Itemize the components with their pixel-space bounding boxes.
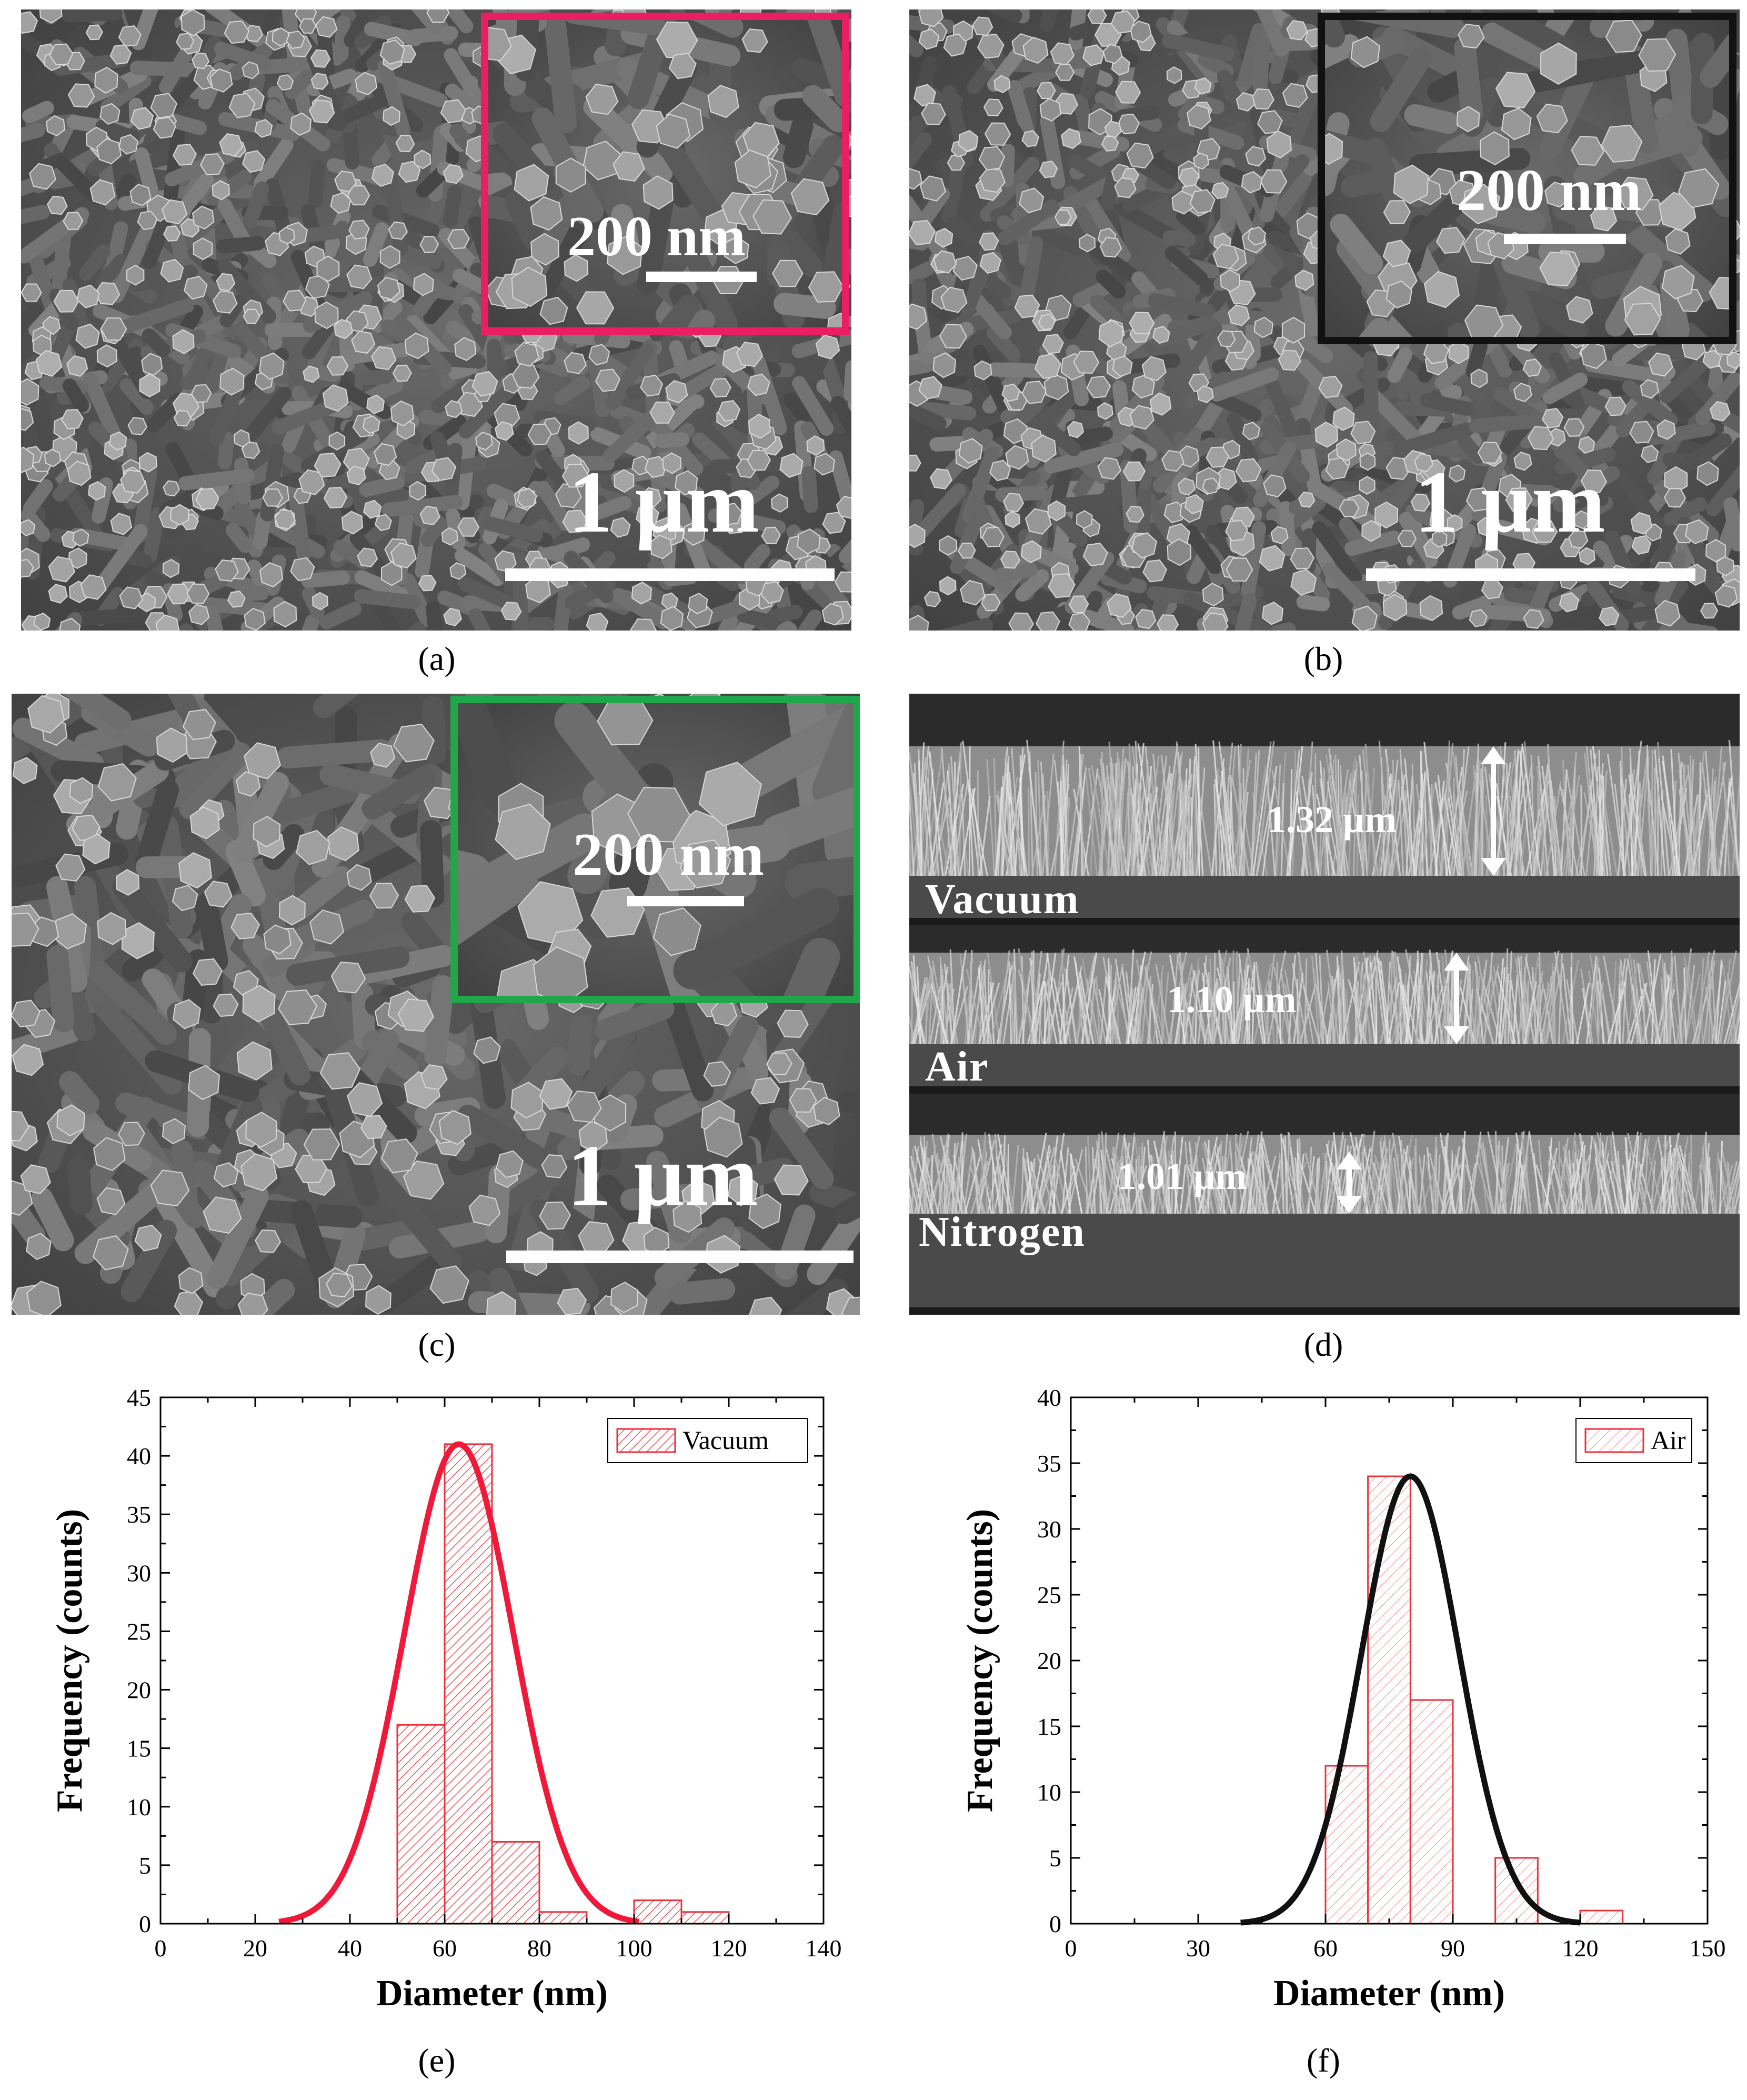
layer-label-nitrogen: Nitrogen (919, 1209, 1086, 1255)
histogram-vacuum: 0 20 40 60 80 100 120 140 0 5 10 15 20 25 30 35 40 45 Diam… (49, 1384, 842, 2014)
y-tick-label: 15 (127, 1735, 151, 1762)
caption-e: (e) (418, 2042, 456, 2079)
thickness-label-vacuum: 1.32 µm (1267, 798, 1397, 841)
y-tick-label: 20 (1037, 1647, 1061, 1674)
histogram-bar (491, 1841, 540, 1925)
scale-label-b: 1 µm (1414, 453, 1605, 551)
cross-section-panel-d: Vacuum 1.32 µm Air 1.10 µm Nitrogen 1.01… (909, 694, 1740, 1315)
inset-image-c (458, 703, 854, 996)
inset-scale-bar-c (627, 896, 744, 906)
x-tick-label: 100 (616, 1935, 652, 1962)
inset-scale-bar-a (646, 272, 757, 282)
x-tick-label: 30 (1186, 1935, 1210, 1962)
scale-bar-b (1366, 568, 1695, 581)
y-tick-label: 15 (1037, 1713, 1061, 1740)
y-tick-label: 40 (127, 1443, 151, 1469)
gaussian-fit-curve (278, 1441, 639, 1925)
x-tick-label: 0 (1065, 1935, 1077, 1962)
layer-label-air: Air (925, 1044, 989, 1090)
thickness-label-air: 1.10 µm (1167, 978, 1297, 1021)
x-axis-label: Diameter (nm) (376, 1973, 608, 2014)
x-tick-label: 90 (1441, 1935, 1465, 1962)
caption-b: (b) (1303, 640, 1343, 677)
x-tick-label: 0 (155, 1935, 167, 1962)
x-tick-label: 150 (1690, 1935, 1726, 1962)
scale-bar-c (506, 1251, 854, 1263)
y-tick-label: 30 (1037, 1516, 1061, 1543)
histogram-bar (1409, 1699, 1454, 1925)
y-tick-label: 35 (127, 1501, 151, 1528)
y-tick-label: 5 (139, 1852, 151, 1879)
caption-f: (f) (1307, 2042, 1340, 2079)
scale-label-c: 1 µm (567, 1127, 758, 1225)
inset-image-a (488, 20, 842, 327)
histogram-bar (1494, 1857, 1539, 1925)
x-tick-label: 80 (527, 1935, 551, 1962)
y-axis-label: Frequency (counts) (49, 1509, 90, 1812)
legend-label: Air (1651, 1425, 1686, 1455)
y-tick-label: 20 (127, 1677, 151, 1704)
scale-label-a: 1 µm (568, 453, 759, 551)
x-tick-label: 60 (1313, 1935, 1338, 1962)
legend-swatch (616, 1428, 676, 1453)
y-tick-label: 0 (1049, 1911, 1061, 1937)
x-tick-label: 60 (433, 1935, 457, 1962)
inset-image-b (1325, 20, 1729, 337)
histogram-bar (1579, 1909, 1624, 1925)
scale-bar-a (505, 568, 835, 581)
caption-c: (c) (418, 1326, 456, 1363)
histogram-bar (1367, 1475, 1411, 1925)
sem-image-b (909, 9, 1740, 631)
histogram-bar (396, 1724, 446, 1925)
y-tick-label: 10 (127, 1794, 151, 1821)
sem-panel-b: 200 nm 1 µm (909, 9, 1740, 631)
x-tick-label: 120 (711, 1935, 747, 1962)
layer-label-vacuum: Vacuum (925, 876, 1080, 923)
y-tick-label: 25 (1037, 1582, 1061, 1608)
sem-panel-c: 200 nm 1 µm (12, 694, 860, 1315)
caption-a: (a) (418, 640, 456, 677)
y-tick-label: 40 (1037, 1384, 1061, 1411)
legend: Vacuum (607, 1418, 808, 1463)
inset-a: 200 nm (481, 13, 849, 335)
x-axis-label: Diameter (nm) (1273, 1973, 1505, 2014)
inset-b: 200 nm (1318, 13, 1736, 344)
y-axis-label: Frequency (counts) (960, 1509, 1000, 1812)
inset-scale-label-b: 200 nm (1457, 158, 1642, 223)
caption-d: (d) (1303, 1326, 1343, 1363)
y-tick-label: 45 (127, 1384, 151, 1411)
inset-c: 200 nm (450, 696, 860, 1003)
y-tick-label: 10 (1037, 1779, 1061, 1806)
histogram-bar (444, 1443, 493, 1925)
y-tick-label: 5 (1049, 1845, 1061, 1872)
histogram-air: 0 30 60 90 120 150 0 5 10 15 20 25 30 35 40 Diameter (n… (960, 1384, 1726, 2014)
histogram-bar (538, 1911, 588, 1925)
legend-label: Vacuum (682, 1425, 769, 1455)
histogram-bar (633, 1899, 682, 1925)
gaussian-fit-curve (1240, 1473, 1581, 1926)
y-tick-label: 25 (127, 1618, 151, 1645)
sem-panel-a: 200 nm 1 µm (21, 9, 851, 631)
y-tick-label: 35 (1037, 1450, 1061, 1477)
histogram-bar (680, 1911, 730, 1925)
inset-scale-label-a: 200 nm (567, 205, 746, 268)
y-tick-label: 0 (139, 1911, 151, 1937)
x-tick-label: 120 (1562, 1935, 1599, 1962)
inset-scale-label-c: 200 nm (573, 821, 765, 888)
x-tick-label: 140 (806, 1935, 842, 1962)
inset-scale-bar-b (1504, 234, 1626, 244)
y-tick-label: 30 (127, 1559, 151, 1586)
legend-swatch (1584, 1428, 1644, 1453)
x-tick-label: 40 (338, 1935, 362, 1962)
legend: Air (1575, 1418, 1692, 1463)
thickness-label-nitrogen: 1.01 µm (1118, 1155, 1247, 1197)
cross-section-image (909, 694, 1740, 1315)
x-tick-label: 20 (243, 1935, 267, 1962)
